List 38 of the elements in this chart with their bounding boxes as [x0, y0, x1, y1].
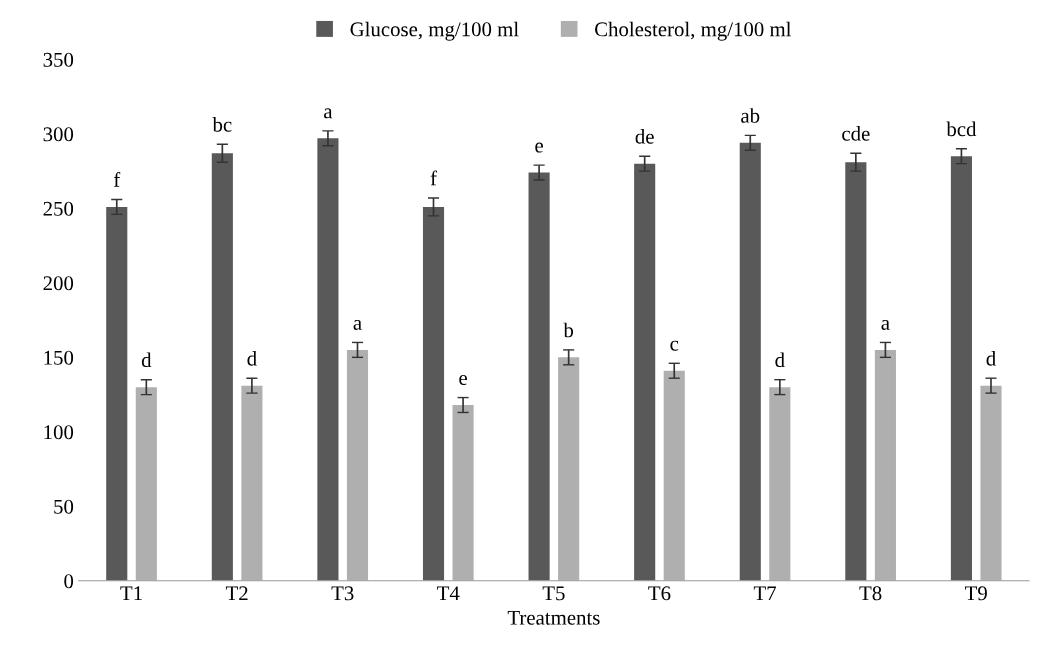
x-tick-label: T1 [120, 586, 142, 601]
x-tick-label: T6 [648, 586, 671, 601]
y-tick-label: 250 [43, 201, 74, 216]
annotation: bcd [946, 121, 977, 137]
y-tick-label: 350 [43, 52, 74, 67]
y-tick-label: 50 [54, 499, 74, 514]
annotation: d [141, 352, 152, 368]
x-tick-label: T9 [965, 586, 987, 601]
y-tick-label: 300 [43, 127, 74, 142]
annotation: f [430, 170, 437, 186]
annotation: d [986, 350, 996, 366]
annotation: b [563, 322, 574, 338]
annotation: ab [741, 108, 760, 123]
annotation: d [775, 352, 785, 368]
y-tick-label: 150 [44, 350, 74, 365]
y-tick-label: 200 [43, 276, 74, 291]
annotation: bc [212, 117, 232, 132]
legend-label: Cholesterol, mg/100 ml [595, 21, 792, 41]
annotation: cde [842, 126, 870, 141]
y-tick-label: 0 [64, 574, 74, 589]
annotation: d [247, 350, 257, 366]
annotation: e [535, 142, 543, 153]
annotation: de [635, 129, 654, 144]
annotation: a [324, 108, 333, 119]
x-tick-label: T7 [753, 586, 777, 601]
annotation: a [353, 319, 362, 330]
x-axis-title: Treatments [507, 610, 600, 625]
x-tick-label: T4 [437, 586, 460, 601]
x-tick-label: T5 [542, 586, 565, 601]
y-tick-label: 100 [44, 425, 74, 440]
x-tick-label: T2 [225, 586, 248, 601]
annotation: e [459, 374, 467, 385]
annotation: f [113, 171, 121, 187]
annotation: c [670, 340, 679, 351]
x-tick-label: T8 [859, 586, 882, 601]
annotation: a [881, 319, 890, 330]
x-tick-label: T3 [331, 586, 354, 601]
legend-label: Glucose, mg/100 ml [350, 21, 519, 41]
